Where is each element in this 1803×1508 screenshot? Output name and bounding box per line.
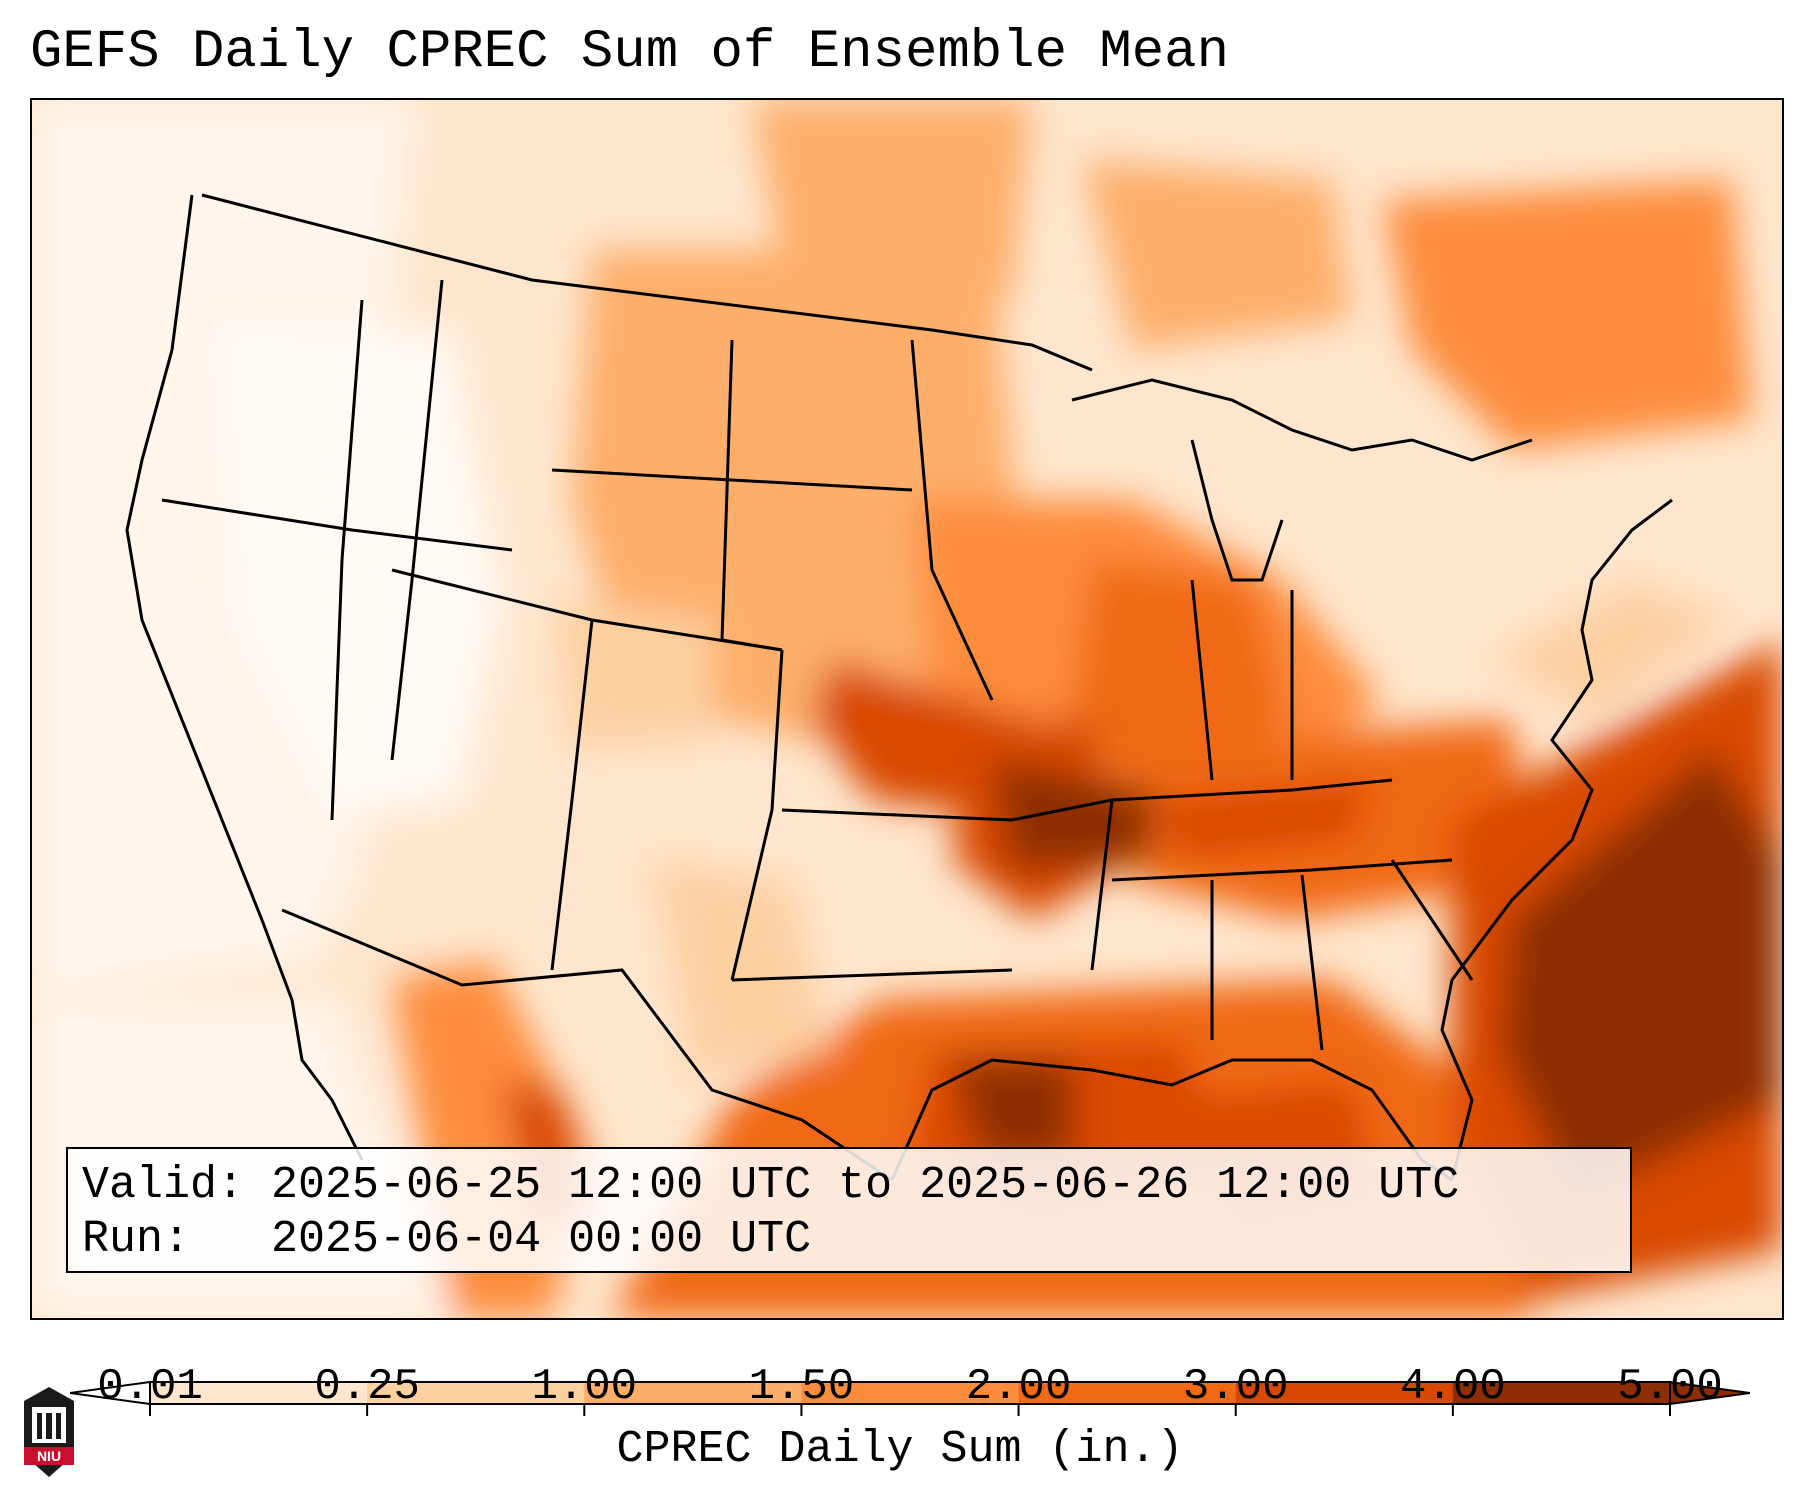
colorbar-tick-label: 5.00 xyxy=(1617,1362,1723,1412)
precipitation-map[interactable] xyxy=(30,98,1784,1320)
valid-label: Valid: xyxy=(82,1160,245,1211)
atlantic-coastline xyxy=(1440,498,1673,1181)
colorbar xyxy=(70,1380,1750,1416)
colorbar-segment xyxy=(367,1382,585,1404)
canada-border xyxy=(201,193,1093,372)
colorbar-tick-label: 0.01 xyxy=(97,1362,203,1412)
great-lakes-shore xyxy=(1071,378,1533,462)
niu-logo: NIU xyxy=(24,1387,74,1477)
colorbar-tick-label: 1.00 xyxy=(531,1362,638,1412)
run-label: Run: xyxy=(82,1214,191,1265)
logo-banner xyxy=(24,1447,74,1465)
colorbar-segment xyxy=(1452,1382,1671,1404)
colorbar-ticks xyxy=(149,1404,1671,1416)
valid-value: 2025-06-25 12:00 UTC to 2025-06-26 12:00… xyxy=(271,1160,1460,1211)
colorbar-tick-label: 3.00 xyxy=(1182,1362,1289,1412)
map-boundaries xyxy=(125,193,1673,1182)
colorbar-segments xyxy=(70,1380,1750,1406)
run-value: 2025-06-04 00:00 UTC xyxy=(271,1214,812,1265)
colorbar-segment xyxy=(1018,1382,1237,1404)
mexico-border xyxy=(281,908,893,1182)
map-title: GEFS Daily CPREC Sum of Ensemble Mean xyxy=(30,22,1229,83)
colorbar-tick-label: 2.00 xyxy=(965,1362,1072,1412)
valid-run-info: Valid: 2025-06-25 12:00 UTC to 2025-06-2… xyxy=(66,1147,1632,1273)
pacific-coastline xyxy=(125,194,364,1161)
colorbar-segment xyxy=(1235,1382,1454,1404)
logo-text: NIU xyxy=(37,1448,61,1464)
map-canvas xyxy=(32,100,1782,1318)
colorbar-tick-label: 1.50 xyxy=(748,1362,855,1412)
gulf-coastline xyxy=(890,1058,1453,1182)
colorbar-outline xyxy=(149,1381,1671,1405)
colorbar-label: CPREC Daily Sum (in.) xyxy=(616,1424,1184,1475)
colorbar-tick-label: 4.00 xyxy=(1400,1362,1506,1412)
colorbar-tick-label: 0.25 xyxy=(314,1362,420,1412)
run-row: Run: 2025-06-04 00:00 UTC xyxy=(82,1213,1616,1267)
colorbar-segment xyxy=(150,1382,368,1404)
colorbar-segment xyxy=(801,1382,1020,1404)
colorbar-segment xyxy=(584,1382,802,1404)
valid-row: Valid: 2025-06-25 12:00 UTC to 2025-06-2… xyxy=(82,1159,1616,1213)
